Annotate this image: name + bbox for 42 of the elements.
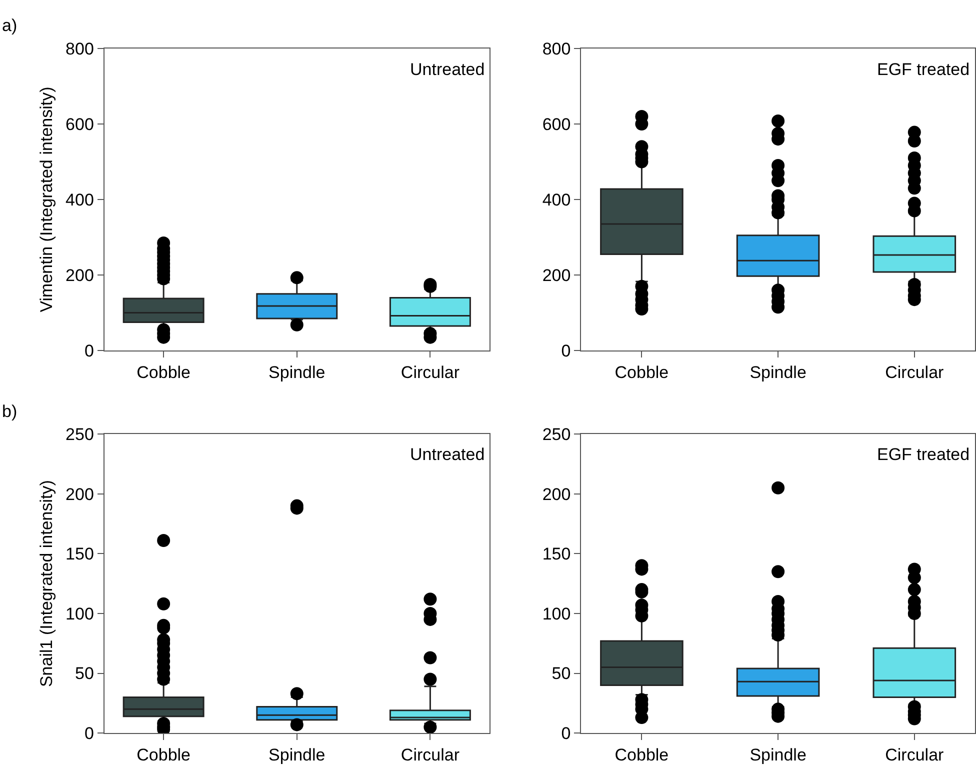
- x-tick-label: Cobble: [614, 745, 669, 764]
- y-axis-title: Vimentin (Integrated intensity): [37, 86, 56, 312]
- annotation: Untreated: [410, 60, 485, 79]
- y-tick-label: 100: [542, 604, 571, 624]
- y-tick-label: 50: [552, 664, 571, 684]
- x-tick-label: Circular: [885, 362, 944, 382]
- y-tick-label: 400: [66, 190, 94, 210]
- y-tick-label: 0: [84, 724, 94, 744]
- annotation: EGF treated: [877, 445, 970, 464]
- x-tick-label: Circular: [885, 745, 944, 764]
- y-tick-label: 150: [542, 544, 571, 564]
- text: a): [2, 16, 18, 35]
- x-tick-label: Cobble: [614, 362, 669, 382]
- annotation: Untreated: [410, 445, 485, 464]
- y-tick-label: 800: [66, 39, 94, 58]
- y-tick-label: 50: [75, 664, 94, 684]
- y-tick-label: 200: [66, 266, 94, 285]
- y-tick-label: 0: [561, 724, 571, 744]
- x-tick-label: Spindle: [750, 362, 806, 382]
- y-tick-label: 100: [66, 604, 94, 624]
- x-tick-label: Spindle: [750, 745, 806, 764]
- y-tick-label: 250: [542, 424, 571, 444]
- y-tick-label: 200: [66, 484, 94, 504]
- y-axis-title: Snail1 (Integrated intensity): [37, 480, 56, 688]
- x-tick-label: Circular: [400, 362, 460, 382]
- x-tick-label: Cobble: [136, 745, 191, 764]
- y-tick-label: 250: [66, 424, 94, 444]
- y-tick-label: 600: [66, 114, 94, 134]
- text: b): [2, 402, 18, 421]
- y-tick-label: 200: [542, 484, 571, 504]
- y-tick-label: 0: [561, 342, 571, 360]
- y-tick-label: 400: [542, 190, 571, 210]
- x-tick-label: Circular: [400, 745, 460, 764]
- x-tick-label: Spindle: [268, 745, 326, 764]
- y-tick-label: 600: [542, 114, 571, 134]
- y-tick-label: 150: [66, 544, 94, 564]
- x-tick-label: Cobble: [136, 362, 191, 382]
- y-tick-label: 200: [542, 266, 571, 285]
- y-tick-label: 0: [84, 342, 94, 360]
- y-tick-label: 800: [542, 39, 571, 58]
- x-tick-label: Spindle: [268, 362, 326, 382]
- annotation: EGF treated: [877, 60, 970, 79]
